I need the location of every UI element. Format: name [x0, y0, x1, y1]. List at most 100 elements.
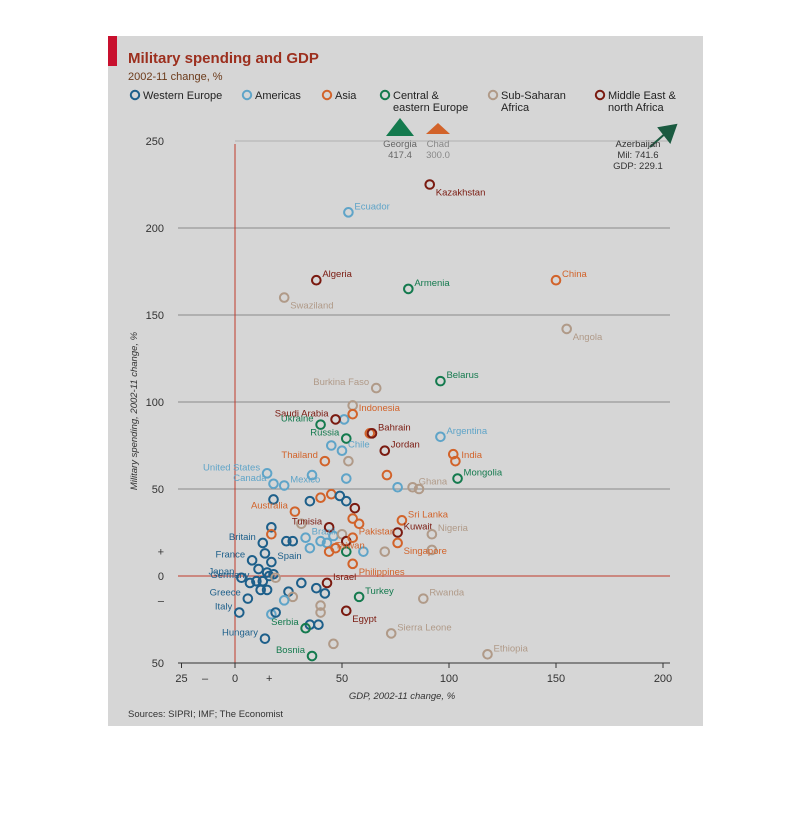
- offchart-value-chad: 300.0: [426, 150, 450, 161]
- point-label-chile: Chile: [348, 440, 370, 451]
- data-point-ghana: [407, 481, 418, 493]
- data-point: [311, 582, 322, 594]
- point-label-indonesia: Indonesia: [359, 403, 401, 414]
- x-axis-label: GDP, 2002-11 change, %: [349, 691, 456, 702]
- data-point-italy: [233, 607, 245, 618]
- data-point: [353, 518, 365, 530]
- point-label-rwanda: Rwanda: [429, 588, 465, 599]
- chart-title: Military spending and GDP: [128, 50, 319, 67]
- point-label-brazil: Brazil: [312, 527, 336, 538]
- data-point: [349, 502, 361, 514]
- title-accent-bar: [108, 36, 117, 66]
- y-tick-label: 200: [146, 223, 164, 235]
- data-point-sierra-leone: [385, 628, 397, 639]
- y-tick-label: 0: [158, 571, 164, 583]
- data-point-burkina-faso: [370, 382, 382, 394]
- offchart-label-chad: Chad: [427, 139, 450, 150]
- data-point: [379, 546, 391, 557]
- point-label-pakistan: Pakistan: [359, 527, 395, 538]
- data-point-rwanda: [418, 593, 429, 604]
- data-point: [343, 455, 354, 467]
- data-point: [270, 572, 281, 584]
- point-label-japan: Japan: [209, 567, 235, 578]
- point-label-serbia: Serbia: [271, 617, 299, 628]
- point-label-france: France: [216, 549, 246, 560]
- point-label-nigeria: Nigeria: [438, 523, 469, 534]
- data-point-chile: [336, 445, 348, 457]
- data-point: [413, 483, 425, 495]
- data-point: [296, 577, 307, 589]
- data-point-britain: [257, 537, 269, 549]
- data-point-spain: [266, 556, 277, 568]
- data-point-kazakhstan: [424, 179, 436, 190]
- point-label-turkey: Turkey: [365, 586, 394, 597]
- point-label-australia: Australia: [251, 501, 289, 512]
- data-point-kuwait: [392, 527, 403, 538]
- x-tick-label: 200: [654, 673, 672, 685]
- point-label-germany: Germany: [210, 570, 249, 581]
- data-point-japan: [236, 572, 247, 584]
- data-point-sri-lanka: [396, 515, 408, 526]
- x-tick-label: +: [266, 673, 272, 685]
- point-label-canada: Canada: [233, 473, 267, 484]
- point-label-israel: Israel: [333, 572, 356, 583]
- data-point-jordan: [379, 445, 391, 457]
- legend-marker-sub_saharan_africa: [487, 89, 499, 101]
- data-point: [261, 584, 273, 596]
- data-point-philippines: [347, 558, 359, 570]
- data-point-swaziland: [278, 292, 290, 303]
- data-point: [340, 495, 352, 507]
- point-label-belarus: Belarus: [446, 370, 478, 381]
- point-label-bahrain: Bahrain: [378, 422, 411, 433]
- data-point: [315, 535, 326, 547]
- point-label-ecuador: Ecuador: [354, 201, 389, 212]
- data-point: [253, 563, 264, 575]
- data-point-nigeria: [426, 528, 438, 540]
- offchart-label-azerbaijan: Azerbaijan: [616, 139, 661, 150]
- data-point-australia: [289, 506, 301, 517]
- data-point-turkey: [353, 591, 365, 603]
- point-label-jordan: Jordan: [391, 440, 420, 451]
- data-point: [381, 469, 393, 481]
- data-point-brazil: [300, 532, 311, 544]
- point-label-swaziland: Swaziland: [290, 301, 333, 312]
- point-label-ethiopia: Ethiopia: [494, 643, 529, 654]
- y-tick-label: 150: [146, 310, 164, 322]
- data-point: [340, 546, 352, 557]
- data-point: [313, 619, 324, 631]
- data-point: [426, 544, 438, 556]
- data-point: [270, 607, 281, 618]
- x-tick-label: 0: [232, 673, 238, 685]
- point-label-ukraine: Ukraine: [281, 414, 314, 425]
- point-label-india: India: [461, 450, 482, 461]
- legend-label-asia: Asia: [335, 90, 357, 102]
- legend-marker-americas: [241, 89, 253, 101]
- legend-label-sub_saharan_africa: Sub-Saharan Africa: [501, 90, 566, 114]
- data-point-taiwan: [323, 546, 335, 557]
- legend-marker-middle_east_north_africa: [594, 89, 606, 101]
- point-label-china: China: [562, 269, 588, 280]
- point-label-hungary: Hungary: [222, 628, 258, 639]
- data-point: [255, 584, 266, 596]
- point-label-burkina-faso: Burkina Faso: [313, 377, 369, 388]
- data-point: [315, 492, 326, 504]
- data-point-pakistan: [347, 532, 359, 544]
- offchart-value-georgia: 417.4: [388, 150, 412, 161]
- data-point: [259, 548, 271, 559]
- offchart-triangle-chad: [426, 123, 450, 134]
- point-label-argentina: Argentina: [446, 426, 487, 437]
- point-label-spain: Spain: [277, 551, 301, 562]
- legend-marker-asia: [321, 89, 333, 101]
- point-label-sri-lanka: Sri Lanka: [408, 509, 449, 520]
- point-label-kuwait: Kuwait: [404, 522, 433, 533]
- offchart-triangle-georgia: [386, 118, 414, 136]
- data-point: [268, 494, 279, 505]
- data-point-ukraine: [315, 419, 326, 430]
- data-point-france: [246, 555, 258, 566]
- data-point: [315, 600, 326, 611]
- data-point: [347, 513, 359, 524]
- data-point-mexico: [278, 480, 290, 491]
- data-point-bahrain: [366, 428, 378, 439]
- data-point-bosnia: [306, 650, 318, 662]
- legend-label-middle_east_north_africa: Middle East & north Africa: [608, 90, 677, 114]
